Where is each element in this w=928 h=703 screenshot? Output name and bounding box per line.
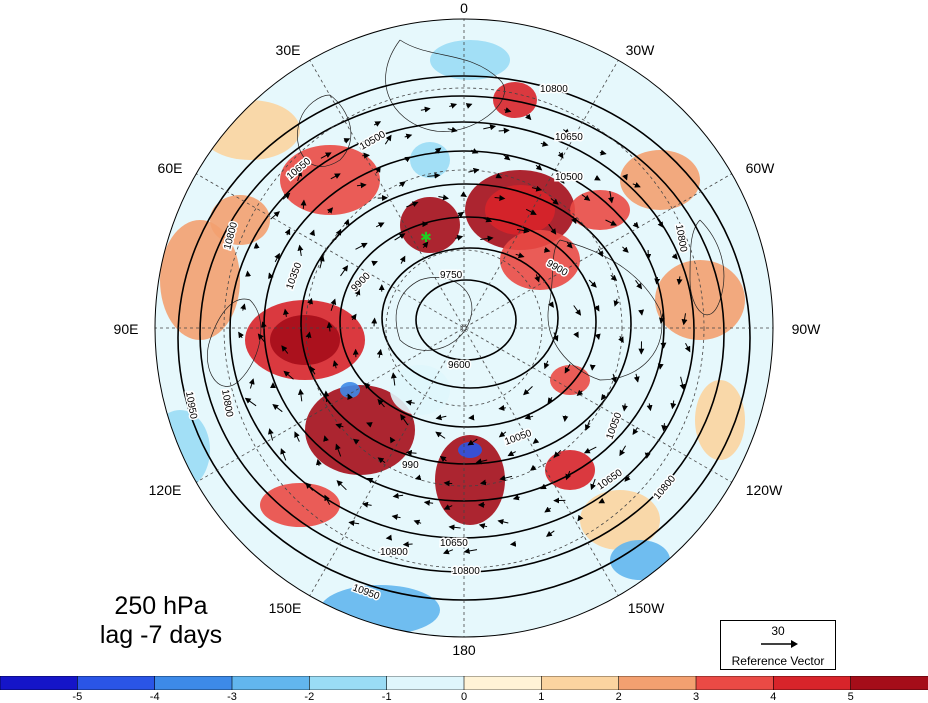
- contour-label: 10650: [555, 132, 583, 143]
- flux-vector: [387, 538, 392, 539]
- anomaly-patch: [550, 365, 590, 395]
- contour-label: 10650: [440, 538, 468, 549]
- colorbar-tick-label: 5: [848, 691, 854, 703]
- colorbar-tick-label: -4: [150, 691, 160, 703]
- map-caption: 250 hPa lag -7 days: [86, 592, 236, 650]
- anomaly-patch: [620, 150, 700, 210]
- flux-vector: [248, 272, 249, 277]
- contour-label: 10800: [540, 84, 568, 95]
- map-disk: 10800 10950 10650 10500 10350 10050 9900…: [150, 15, 780, 645]
- colorbar-segment: [851, 676, 928, 690]
- lon-label-0: 0: [460, 0, 468, 16]
- colorbar-tick-label: 2: [616, 691, 622, 703]
- anomaly-patch: [695, 380, 745, 460]
- flux-vector: [326, 391, 327, 402]
- lon-label-60w: 60W: [746, 160, 775, 176]
- colorbar-tick-label: 3: [693, 691, 699, 703]
- caption-lag: lag -7 days: [86, 621, 236, 650]
- colorbar-tick-label: 0: [461, 691, 467, 703]
- anomaly-patch: [493, 82, 537, 118]
- colorbar-segment: [232, 676, 310, 690]
- lon-label-30w: 30W: [626, 42, 655, 58]
- lon-label-60e: 60E: [158, 160, 183, 176]
- flux-vector: [499, 130, 509, 131]
- lon-label-120w: 120W: [746, 482, 783, 498]
- reference-vector-value: 30: [721, 624, 835, 638]
- flux-vector: [469, 418, 474, 419]
- colorbar-segment: [541, 676, 619, 690]
- contour-label: 9750: [440, 270, 463, 281]
- reference-arrow-icon: [759, 639, 799, 649]
- flux-vector: [362, 155, 369, 156]
- anomaly-patch: [200, 100, 300, 160]
- colorbar-segment: [619, 676, 697, 690]
- reference-vector-box: 30 Reference Vector: [720, 620, 836, 670]
- flux-vector: [374, 319, 375, 327]
- lon-label-150w: 150W: [628, 600, 665, 616]
- lon-label-150e: 150E: [269, 600, 302, 616]
- reference-vector-label: Reference Vector: [721, 654, 835, 668]
- colorbar-segment: [155, 676, 233, 690]
- flux-vector: [511, 544, 516, 545]
- colorbar-segment: [696, 676, 774, 690]
- flux-vector: [303, 201, 304, 209]
- anomaly-patch: [390, 365, 450, 415]
- lon-label-120e: 120E: [149, 482, 182, 498]
- anomaly-patch: [430, 40, 510, 80]
- location-marker-icon: ✱: [420, 229, 432, 245]
- colorbar-tick-label: -5: [72, 691, 82, 703]
- contour-label: 10800: [452, 566, 480, 577]
- contour-label: 10800: [380, 547, 408, 558]
- flux-vector: [660, 365, 661, 369]
- colorbar-segment: [309, 676, 387, 690]
- anomaly-patch: [410, 142, 450, 178]
- colorbar: [0, 676, 928, 690]
- lon-label-30e: 30E: [276, 42, 301, 58]
- flux-vector: [592, 365, 593, 370]
- colorbar-tick-label: 1: [538, 691, 544, 703]
- polar-map: 10800 10950 10650 10500 10350 10050 9900…: [0, 0, 928, 676]
- colorbar-segment: [464, 676, 542, 690]
- colorbar-segment: [77, 676, 155, 690]
- lon-label-90w: 90W: [792, 321, 821, 337]
- flux-vector: [256, 243, 257, 248]
- anomaly-patch: [545, 450, 595, 490]
- colorbar-segment: [773, 676, 851, 690]
- anomaly-patch: [570, 190, 630, 230]
- lon-label-90e: 90E: [114, 321, 139, 337]
- anomaly-patch: [610, 540, 670, 580]
- colorbar-tick-label: 4: [770, 691, 776, 703]
- anomaly-patch: [500, 230, 580, 290]
- contour-label: 10500: [555, 172, 583, 183]
- contour-label: 990: [402, 460, 419, 471]
- flux-vector: [404, 544, 413, 545]
- colorbar-segment: [387, 676, 465, 690]
- lon-label-180: 180: [452, 642, 475, 658]
- flux-vector: [565, 416, 566, 422]
- caption-level: 250 hPa: [86, 592, 236, 621]
- colorbar-tick-label: -2: [304, 691, 314, 703]
- colorbar-tick-label: -1: [382, 691, 392, 703]
- contour-label: 9600: [448, 360, 471, 371]
- colorbar-segment: [0, 676, 78, 690]
- flux-vector: [445, 483, 453, 484]
- colorbar-tick-label: -3: [227, 691, 237, 703]
